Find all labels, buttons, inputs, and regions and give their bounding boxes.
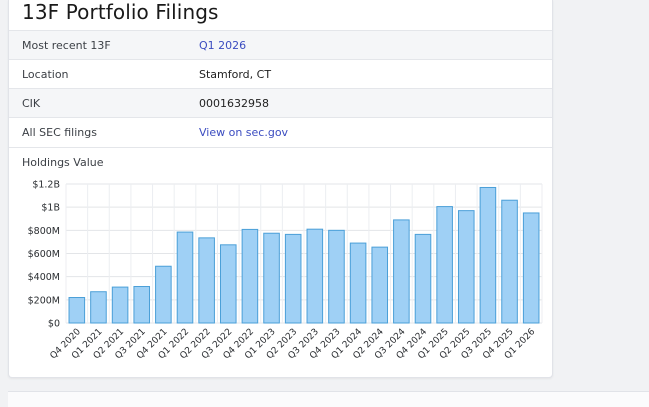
info-row-sec: All SEC filings View on sec.gov <box>9 117 552 148</box>
bar <box>198 237 215 324</box>
bar <box>176 231 194 324</box>
cik-label: CIK <box>22 97 41 110</box>
sec-label: All SEC filings <box>22 126 97 139</box>
bar <box>219 244 237 324</box>
bar <box>414 233 432 324</box>
location-label: Location <box>22 68 69 81</box>
cik-value: 0001632958 <box>199 97 269 110</box>
bar <box>90 291 107 324</box>
bar <box>328 229 345 324</box>
location-value: Stamford, CT <box>199 68 272 81</box>
y-tick-label: $600M <box>28 249 60 260</box>
info-row-most-recent: Most recent 13F Q1 2026 <box>9 30 552 60</box>
y-tick-label: $400M <box>28 272 60 283</box>
bar <box>155 265 172 324</box>
y-tick-label: $800M <box>28 226 60 237</box>
bar <box>263 232 280 324</box>
bar <box>436 206 453 324</box>
bar <box>111 286 129 324</box>
bar <box>393 219 410 324</box>
y-tick-label: $200M <box>28 295 60 306</box>
bar <box>501 199 518 324</box>
y-tick-label: $1B <box>41 203 60 214</box>
info-row-location: Location Stamford, CT <box>9 59 552 89</box>
bar <box>68 297 86 324</box>
bar <box>284 233 302 324</box>
bar <box>349 242 367 324</box>
bar <box>457 210 475 324</box>
bar <box>241 228 259 324</box>
info-row-cik: CIK 0001632958 <box>9 88 552 118</box>
most-recent-link[interactable]: Q1 2026 <box>199 39 247 52</box>
bar <box>522 212 540 324</box>
y-tick-label: $1.2B <box>32 180 60 191</box>
sec-link[interactable]: View on sec.gov <box>199 126 289 139</box>
filings-card: 13F Portfolio Filings Most recent 13F Q1… <box>8 0 553 378</box>
y-tick-label: $0 <box>48 319 60 330</box>
holdings-value-label: Holdings Value <box>22 156 104 169</box>
next-card-edge <box>8 391 649 407</box>
bar <box>371 246 389 324</box>
page-title: 13F Portfolio Filings <box>22 0 219 24</box>
bar <box>133 286 151 324</box>
most-recent-label: Most recent 13F <box>22 39 111 52</box>
bar <box>306 228 324 324</box>
bar <box>479 186 497 324</box>
